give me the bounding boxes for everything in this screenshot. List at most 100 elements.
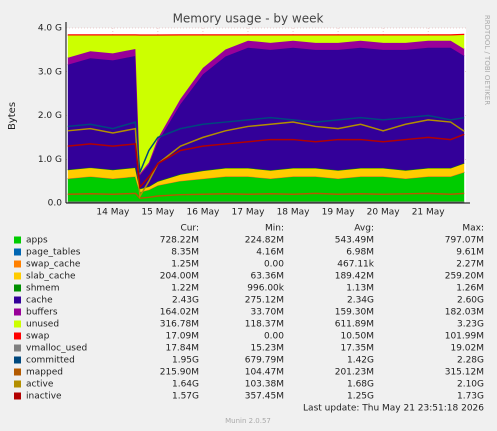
last-update: Last update: Thu May 21 23:51:18 2026 bbox=[303, 404, 484, 414]
plot bbox=[67, 33, 465, 203]
legend-stat: 1.25M bbox=[171, 260, 199, 270]
legend-header: Cur: bbox=[180, 224, 199, 234]
legend-swatch bbox=[14, 368, 21, 376]
legend-swatch bbox=[14, 296, 21, 304]
legend-label: page_tables bbox=[26, 248, 81, 258]
x-tick-label: 14 May bbox=[96, 208, 130, 218]
y-axis-label: Bytes bbox=[7, 102, 18, 130]
legend-stat: 1.57G bbox=[172, 392, 199, 402]
legend-stat: 1.22M bbox=[171, 284, 199, 294]
x-tick-label: 17 May bbox=[232, 208, 266, 218]
legend-label: apps bbox=[26, 236, 48, 246]
area-fill bbox=[67, 40, 465, 176]
legend-stat: 2.10G bbox=[457, 380, 484, 390]
legend-stat: 201.23M bbox=[335, 368, 374, 378]
series-line bbox=[67, 114, 465, 173]
watermark: RRDTOOL / TOBI OETIKER bbox=[483, 15, 491, 105]
legend-stat: 728.22M bbox=[160, 236, 199, 246]
legend-stat: 103.38M bbox=[245, 380, 284, 390]
legend-stat: 1.64G bbox=[172, 380, 199, 390]
legend-stat: 1.26M bbox=[456, 284, 484, 294]
legend-stat: 2.28G bbox=[457, 356, 484, 366]
y-tick-label: 4.0 G bbox=[38, 24, 62, 34]
legend-stat: 15.23M bbox=[250, 344, 284, 354]
legend-stat: 189.42M bbox=[335, 272, 374, 282]
area-fill bbox=[67, 35, 465, 174]
legend-label: unused bbox=[26, 320, 59, 330]
legend-stat: 1.25G bbox=[347, 392, 374, 402]
legend-stat: 275.12M bbox=[245, 296, 284, 306]
legend-stat: 6.98M bbox=[346, 248, 374, 258]
legend-swatch bbox=[14, 356, 21, 364]
legend-stat: 101.99M bbox=[445, 332, 484, 342]
legend-stat: 2.43G bbox=[172, 296, 199, 306]
legend-swatch bbox=[14, 380, 21, 388]
x-tick-label: 21 May bbox=[412, 208, 446, 218]
legend-label: inactive bbox=[26, 392, 62, 402]
legend-swatch bbox=[14, 344, 21, 352]
series-line bbox=[67, 192, 465, 199]
legend-stat: 9.61M bbox=[456, 248, 484, 258]
chart-title: Memory usage - by week bbox=[173, 12, 324, 26]
legend-swatch bbox=[14, 308, 21, 316]
legend-stat: 1.68G bbox=[347, 380, 374, 390]
y-tick-label: 3.0 G bbox=[38, 67, 62, 77]
legend-stat: 164.02M bbox=[160, 308, 199, 318]
legend-stat: 797.07M bbox=[445, 236, 484, 246]
legend-stat: 259.20M bbox=[445, 272, 484, 282]
legend-label: committed bbox=[26, 356, 75, 366]
legend-stat: 118.37M bbox=[245, 320, 284, 330]
legend-stat: 17.84M bbox=[165, 344, 199, 354]
x-tick-label: 20 May bbox=[367, 208, 401, 218]
legend-stat: 8.35M bbox=[171, 248, 199, 258]
legend-label: vmalloc_used bbox=[26, 344, 87, 354]
legend-label: swap_cache bbox=[26, 260, 81, 270]
legend-label: active bbox=[26, 380, 54, 390]
legend-stat: 543.49M bbox=[335, 236, 374, 246]
legend-label: buffers bbox=[26, 308, 58, 318]
legend-label: cache bbox=[26, 296, 53, 306]
legend-stat: 17.35M bbox=[340, 344, 374, 354]
legend-stat: 1.73G bbox=[457, 392, 484, 402]
legend-stat: 182.03M bbox=[445, 308, 484, 318]
legend-swatch bbox=[14, 272, 21, 280]
legend-stat: 3.23G bbox=[457, 320, 484, 330]
legend-stat: 204.00M bbox=[160, 272, 199, 282]
legend-stat: 17.09M bbox=[165, 332, 199, 342]
legend-stat: 357.45M bbox=[245, 392, 284, 402]
x-tick-label: 18 May bbox=[277, 208, 311, 218]
legend-label: shmem bbox=[26, 284, 59, 294]
legend-stat: 159.30M bbox=[335, 308, 374, 318]
legend-stat: 1.13M bbox=[346, 284, 374, 294]
legend-stat: 315.12M bbox=[445, 368, 484, 378]
credit: Munin 2.0.57 bbox=[225, 417, 271, 425]
legend-label: slab_cache bbox=[26, 272, 76, 282]
legend-stat: 611.89M bbox=[335, 320, 374, 330]
legend-header: Max: bbox=[462, 224, 484, 234]
legend-stat: 1.95G bbox=[172, 356, 199, 366]
legend-stat: 0.00 bbox=[264, 260, 284, 270]
legend-stat: 224.82M bbox=[245, 236, 284, 246]
legend-swatch bbox=[14, 392, 21, 400]
legend-stat: 679.79M bbox=[245, 356, 284, 366]
legend-stat: 4.16M bbox=[256, 248, 284, 258]
legend-stat: 2.60G bbox=[457, 296, 484, 306]
legend-stat: 0.00 bbox=[264, 332, 284, 342]
legend-stat: 19.02M bbox=[450, 344, 484, 354]
legend-swatch bbox=[14, 284, 21, 292]
legend-stat: 215.90M bbox=[160, 368, 199, 378]
legend-label: mapped bbox=[26, 368, 63, 378]
legend-swatch bbox=[14, 332, 21, 340]
legend-swatch bbox=[14, 320, 21, 328]
area-edge bbox=[67, 33, 465, 36]
legend-stat: 316.78M bbox=[160, 320, 199, 330]
legend-stat: 1.42G bbox=[347, 356, 374, 366]
legend-swatch bbox=[14, 236, 21, 244]
y-tick-label: 1.0 G bbox=[38, 155, 62, 165]
y-tick-label: 0.0 bbox=[48, 199, 63, 209]
legend-stat: 996.00k bbox=[247, 284, 284, 294]
legend-stat: 104.47M bbox=[245, 368, 284, 378]
x-tick-label: 19 May bbox=[322, 208, 356, 218]
